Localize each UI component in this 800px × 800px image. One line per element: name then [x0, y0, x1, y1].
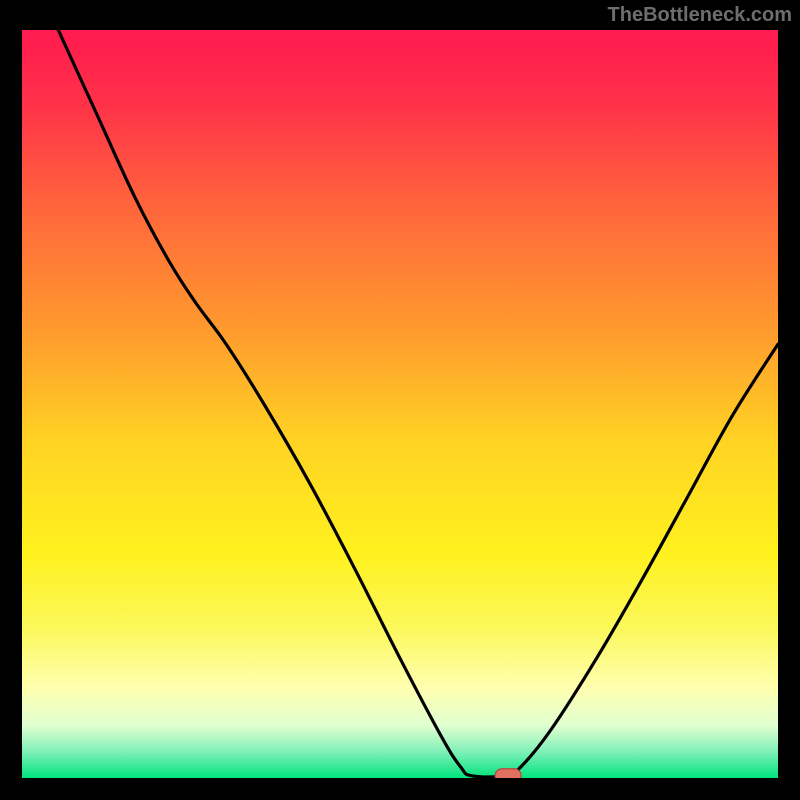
optimal-marker [495, 769, 521, 778]
plot-area [22, 30, 778, 778]
chart-container: TheBottleneck.com [0, 0, 800, 800]
watermark-text: TheBottleneck.com [608, 4, 792, 27]
marker-layer [22, 30, 778, 778]
